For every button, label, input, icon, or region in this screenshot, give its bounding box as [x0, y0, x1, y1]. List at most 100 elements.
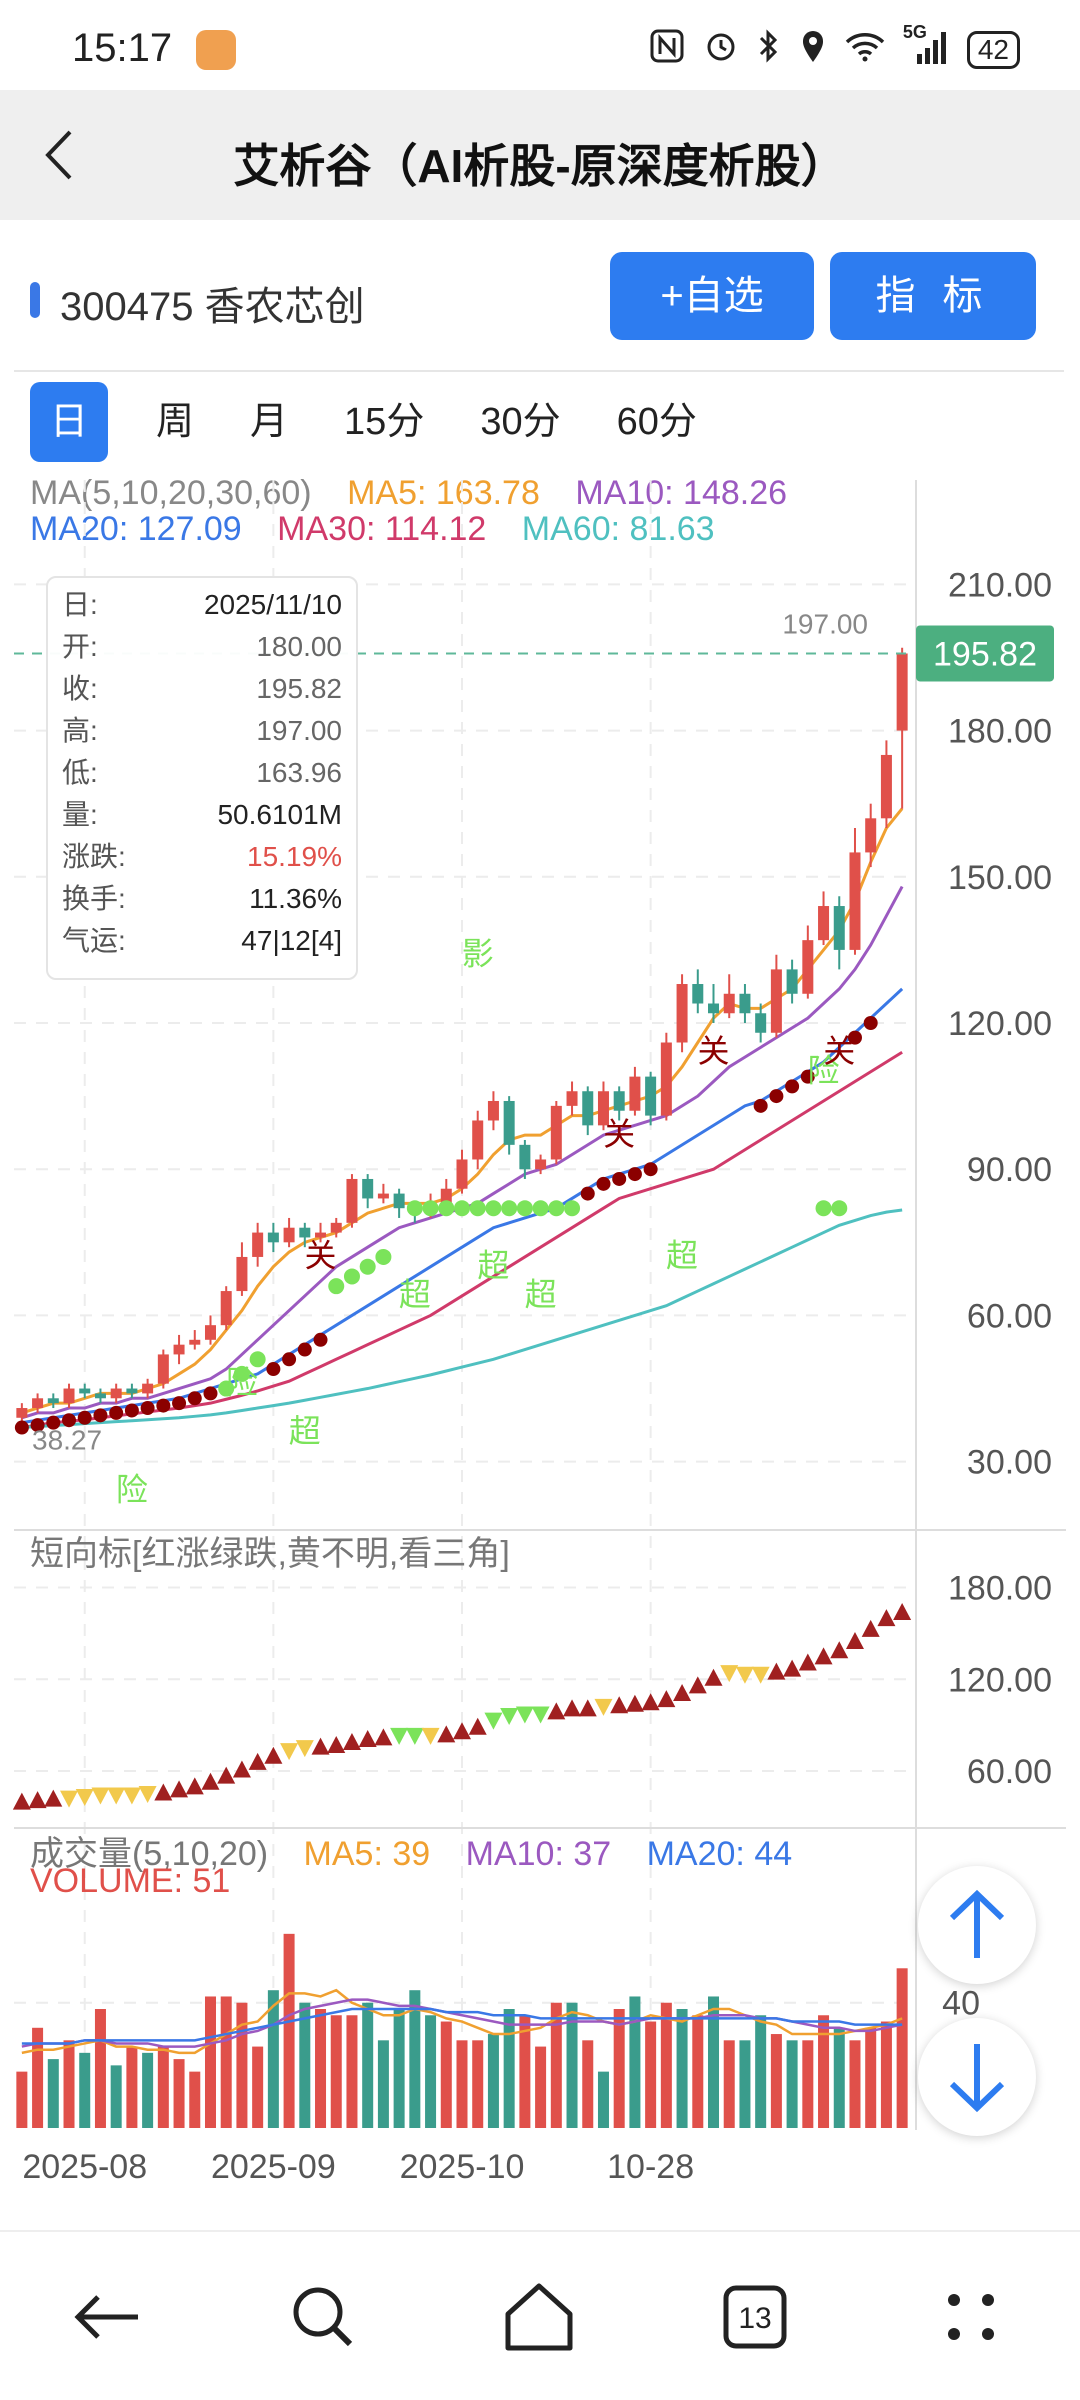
signal-label: 超	[477, 1246, 509, 1284]
signal-dot	[831, 1200, 848, 1217]
info-row-low: 低: 163.96	[62, 752, 342, 794]
signal-dot	[14, 1420, 29, 1435]
indicator-triangle	[688, 1676, 707, 1694]
tab-60min[interactable]: 60分	[616, 401, 697, 443]
wifi-icon	[845, 30, 885, 70]
indicator-triangle	[107, 1787, 126, 1805]
add-watchlist-button[interactable]: +自选	[610, 252, 814, 340]
vol-ma5-value: MA5: 39	[303, 1835, 431, 1873]
candle-body	[503, 1100, 515, 1145]
candle-body	[770, 969, 782, 1033]
candle-body	[613, 1091, 625, 1111]
candle-body	[173, 1344, 185, 1355]
tab-week[interactable]: 周	[156, 401, 195, 443]
indicator-triangle	[201, 1772, 220, 1790]
indicator-tick-label: 120.00	[948, 1661, 1052, 1699]
back-button[interactable]	[40, 128, 90, 182]
candle-body	[880, 754, 892, 819]
indicator-triangle	[720, 1665, 739, 1683]
volume-bar	[47, 2059, 59, 2128]
candle-body	[315, 1232, 327, 1238]
signal-label: 险	[808, 1051, 840, 1089]
indicator-triangle	[248, 1752, 267, 1770]
candle-info-panel: 日: 2025/11/10 开: 180.00 收: 195.82 高: 197.00 …	[46, 576, 358, 980]
volume-bar	[645, 2021, 657, 2128]
candle-body	[299, 1227, 311, 1238]
indicator-triangle	[122, 1787, 141, 1805]
vol-ma10-value: MA10: 37	[465, 1835, 612, 1873]
signal-dot	[233, 1365, 250, 1382]
indicator-triangle	[735, 1666, 754, 1684]
indicator-triangle	[547, 1702, 566, 1720]
period-tabs: 日 周 月 15分 30分 60分	[30, 382, 725, 462]
indicator-triangle	[500, 1708, 519, 1725]
candle-body	[676, 984, 688, 1043]
signal-dot	[800, 1069, 815, 1084]
signal-label: 超	[399, 1276, 431, 1314]
indicator-triangle	[453, 1722, 471, 1740]
dots-grid-icon	[948, 2294, 994, 2340]
nav-back-button[interactable]	[62, 2272, 152, 2362]
date-axis: 2025-08 2025-09 2025-10 10-28	[22, 2148, 694, 2186]
last-price-tag	[916, 625, 1054, 682]
tab-30min[interactable]: 30分	[480, 401, 561, 443]
volume-bar	[299, 2002, 311, 2128]
volume-bar	[535, 2046, 547, 2128]
candle-body	[440, 1188, 452, 1204]
indicator-button[interactable]: 指 标	[830, 252, 1036, 340]
volume-bar	[582, 2040, 594, 2128]
info-row-volume: 量: 50.6101M	[62, 794, 342, 836]
volume-bar	[739, 2040, 751, 2128]
indicator-triangle	[484, 1712, 503, 1730]
signal-dot	[218, 1380, 235, 1397]
volume-bar	[173, 2059, 185, 2128]
nav-menu-button[interactable]	[926, 2272, 1016, 2362]
nav-home-button[interactable]	[494, 2272, 584, 2362]
candle-body	[94, 1393, 106, 1399]
indicator-triangle	[845, 1632, 864, 1650]
indicator-triangle	[75, 1789, 94, 1807]
tab-15min[interactable]: 15分	[344, 401, 425, 443]
scroll-up-button[interactable]	[918, 1866, 1036, 1984]
info-value: 47|12[4]	[241, 925, 342, 956]
volume-bar	[487, 2034, 499, 2128]
alarm-icon	[703, 28, 739, 72]
nfc-icon	[649, 28, 685, 72]
signal-dot	[596, 1176, 611, 1191]
volume-bar	[629, 1996, 641, 2128]
indicator-triangle	[295, 1740, 314, 1758]
tab-month[interactable]: 月	[250, 401, 289, 443]
tab-day[interactable]: 日	[30, 382, 109, 462]
price-tick-label: 180.00	[948, 713, 1052, 751]
indicator-triangle	[311, 1737, 330, 1755]
page-title: 艾析谷（AI析股-原深度析股）	[233, 140, 847, 192]
indicator-triangle	[28, 1791, 47, 1809]
signal-dot	[815, 1200, 832, 1217]
indicator-triangle	[657, 1690, 676, 1708]
ma60-value: MA60: 81.63	[521, 510, 715, 548]
candle-body	[660, 1042, 672, 1116]
volume-bar	[393, 2009, 405, 2128]
price-axis: 210.00 180.00 150.00 120.00 90.00 60.00 30.00 1…	[14, 566, 1054, 1482]
candle-body	[362, 1178, 374, 1199]
candle-body	[472, 1120, 484, 1160]
indicator-triangle	[138, 1786, 157, 1803]
nav-search-button[interactable]	[278, 2272, 368, 2362]
nav-tabs-button[interactable]: 13	[710, 2272, 800, 2362]
indicator-triangle	[217, 1766, 236, 1784]
candle-body	[110, 1388, 122, 1399]
signal-dot	[580, 1186, 595, 1201]
candle-body	[142, 1383, 154, 1394]
volume-bar	[786, 2040, 798, 2128]
info-key: 换手:	[62, 883, 126, 914]
volume-value: VOLUME: 51	[30, 1862, 231, 1900]
scroll-down-button[interactable]	[918, 2018, 1036, 2136]
indicator-triangle	[327, 1736, 346, 1754]
signal-dot	[297, 1342, 312, 1357]
signal-label: 关	[305, 1237, 337, 1275]
volume-bar	[865, 2027, 877, 2128]
volume-bar	[362, 2002, 374, 2128]
volume-bar	[833, 2027, 845, 2128]
indicator-tick-label: 180.00	[948, 1570, 1052, 1608]
